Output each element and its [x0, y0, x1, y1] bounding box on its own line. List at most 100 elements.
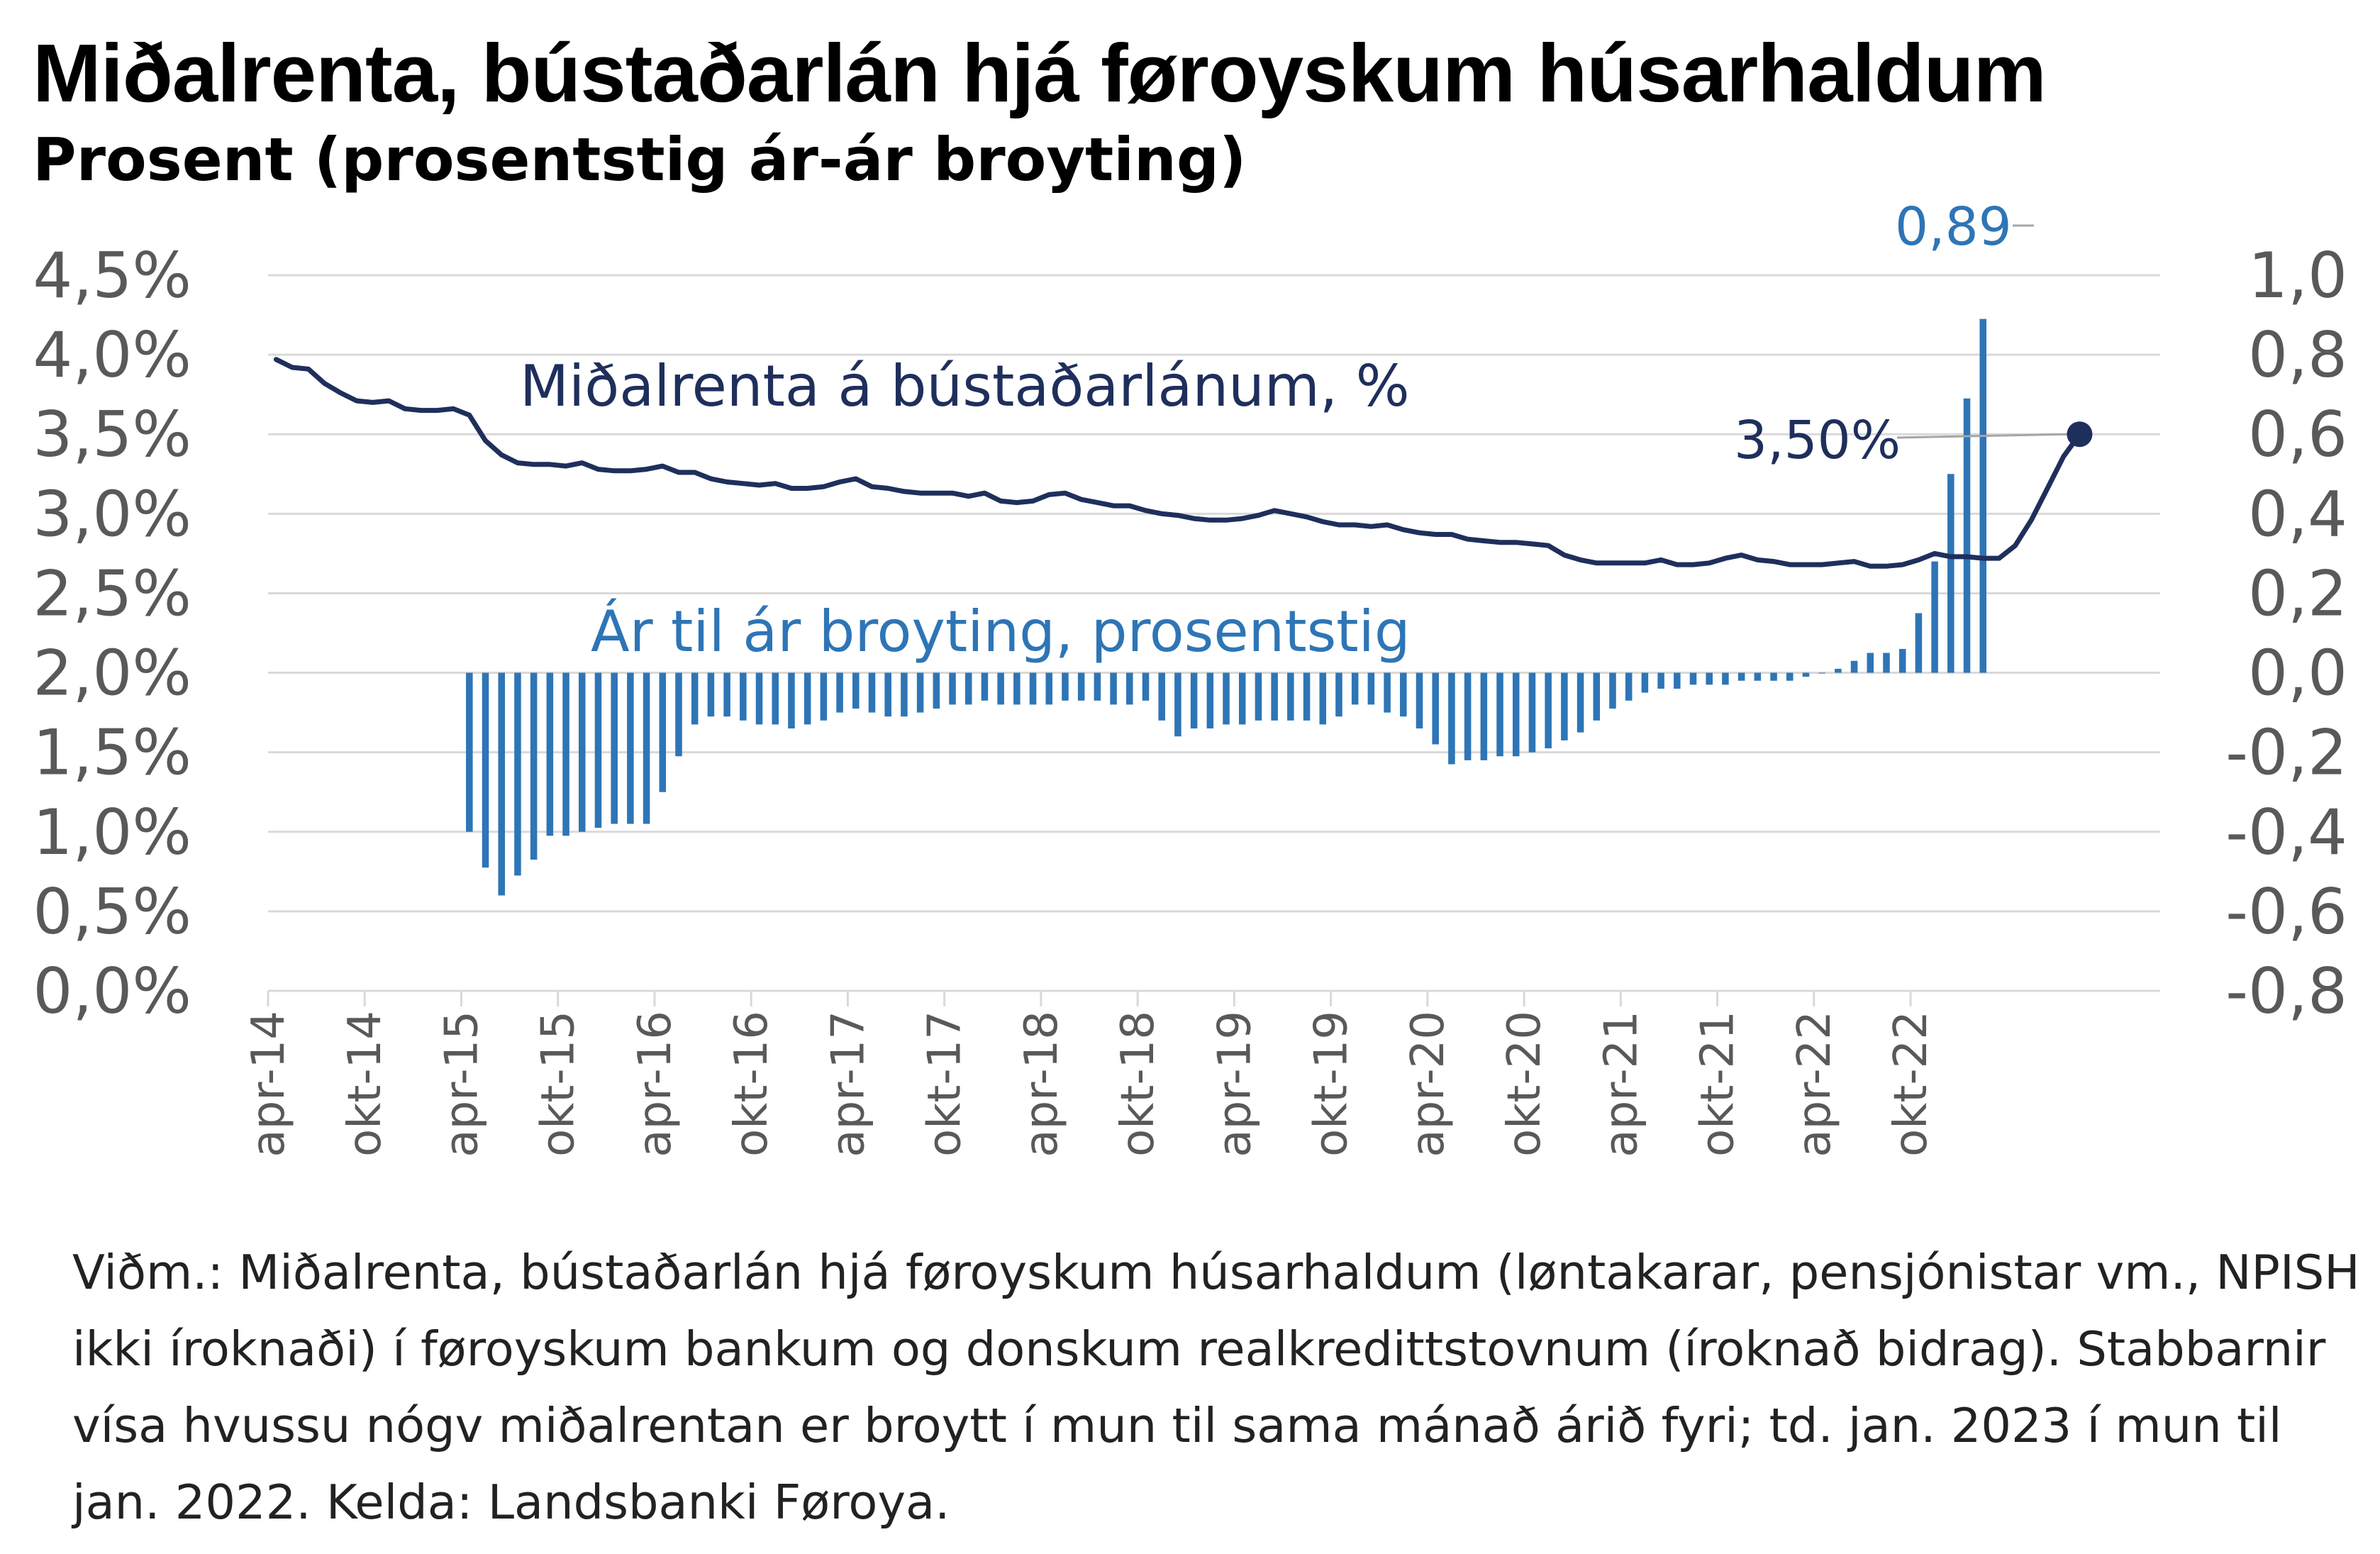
- bar: [1867, 653, 1874, 673]
- bar: [964, 672, 972, 705]
- line-end-marker: [2067, 421, 2093, 448]
- bar: [901, 672, 908, 717]
- bar: [466, 672, 473, 832]
- gridlines: [268, 274, 2160, 913]
- bar: [1657, 672, 1664, 689]
- left-tick-label: 1,5%: [33, 716, 191, 789]
- left-tick-label: 2,5%: [33, 557, 191, 630]
- left-tick-label: 3,0%: [33, 477, 191, 550]
- bar: [1206, 672, 1214, 729]
- left-tick-label: 4,5%: [33, 239, 191, 312]
- right-tick-label: -0,6: [2225, 875, 2347, 948]
- left-tick-label: 1,0%: [33, 796, 191, 869]
- bar: [691, 672, 699, 725]
- bar: [949, 672, 956, 705]
- bar: [755, 672, 763, 725]
- bar: [1094, 672, 1101, 701]
- bar: [1255, 672, 1262, 721]
- x-tick-label: okt-16: [725, 1011, 778, 1157]
- bar: [820, 672, 828, 721]
- bar-series: [466, 318, 1986, 896]
- chart-title: Miðalrenta, bústaðarlán hjá føroyskum hú…: [33, 27, 2047, 119]
- bar: [611, 672, 618, 824]
- bar: [1238, 672, 1246, 725]
- bar-end-label: 0,89: [1895, 196, 2012, 257]
- bar: [562, 672, 569, 836]
- bar: [1674, 672, 1681, 689]
- bar: [1915, 613, 1923, 673]
- chart: 0,0%0,5%1,0%1,5%2,0%2,5%3,0%3,5%4,0%4,5%…: [33, 196, 2347, 1158]
- bar: [530, 672, 538, 860]
- line-series-label: Miðalrenta á bústaðarlánum, %: [520, 353, 1410, 419]
- right-tick-label: 1,0: [2248, 239, 2347, 312]
- bar: [1126, 672, 1133, 705]
- bar: [997, 672, 1004, 705]
- bar: [643, 672, 650, 824]
- left-tick-label: 4,0%: [33, 318, 191, 392]
- bar: [1786, 672, 1794, 681]
- bar: [1029, 672, 1037, 705]
- bar: [1528, 672, 1536, 753]
- bar: [1400, 672, 1407, 717]
- bar: [1802, 672, 1810, 677]
- x-tick-label: apr-21: [1595, 1011, 1647, 1158]
- bar: [1432, 672, 1439, 745]
- bar: [1496, 672, 1503, 757]
- line-series: [273, 224, 2093, 569]
- bar: [1561, 672, 1568, 740]
- x-tick-label: okt-18: [1112, 1011, 1164, 1157]
- right-tick-label: 0,2: [2248, 557, 2347, 630]
- bar: [594, 672, 602, 828]
- bar: [1979, 318, 1986, 673]
- x-tick-label: apr-15: [435, 1011, 488, 1158]
- bar: [1287, 672, 1294, 721]
- right-tick-label: 0,6: [2248, 398, 2347, 471]
- chart-subtitle: Prosent (prosentstig ár-ár broyting): [33, 125, 1247, 194]
- x-tick-label: apr-17: [822, 1011, 874, 1158]
- line-path: [273, 357, 2082, 569]
- bar: [1689, 672, 1697, 685]
- bar: [707, 672, 715, 717]
- bar: [1835, 668, 1842, 673]
- bar: [1737, 672, 1745, 681]
- bar: [1013, 672, 1021, 705]
- bar: [868, 672, 876, 713]
- bar: [1818, 672, 1825, 674]
- x-tick-label: apr-14: [243, 1011, 295, 1158]
- right-tick-label: 0,4: [2248, 477, 2347, 550]
- bar: [1898, 648, 1906, 673]
- bar: [1480, 672, 1488, 760]
- bar: [723, 672, 730, 717]
- bar: [1464, 672, 1472, 760]
- right-tick-label: -0,4: [2225, 796, 2347, 869]
- bar: [1448, 672, 1455, 765]
- bar: [659, 672, 667, 792]
- bar: [1706, 672, 1713, 685]
- bar: [884, 672, 891, 717]
- bar: [1947, 474, 1954, 673]
- bar: [1271, 672, 1278, 721]
- bar: [1223, 672, 1230, 725]
- bar: [1593, 672, 1601, 721]
- bar: [1883, 653, 1890, 673]
- bar: [675, 672, 682, 757]
- bar: [852, 672, 860, 709]
- bar: [482, 672, 489, 868]
- bar: [1722, 672, 1729, 685]
- bar: [1174, 672, 1181, 737]
- bar: [836, 672, 843, 713]
- bar: [498, 672, 506, 896]
- bar: [514, 672, 521, 876]
- bar: [1641, 672, 1649, 693]
- bar: [1416, 672, 1423, 729]
- bar: [1351, 672, 1359, 705]
- left-tick-label: 3,5%: [33, 398, 191, 471]
- x-tick-label: okt-17: [919, 1011, 972, 1157]
- bar: [1931, 561, 1938, 673]
- bar: [1142, 672, 1150, 701]
- left-tick-label: 2,0%: [33, 637, 191, 710]
- bar: [1110, 672, 1117, 705]
- bar: [1077, 672, 1085, 701]
- bar: [1335, 672, 1342, 717]
- bar: [981, 672, 989, 701]
